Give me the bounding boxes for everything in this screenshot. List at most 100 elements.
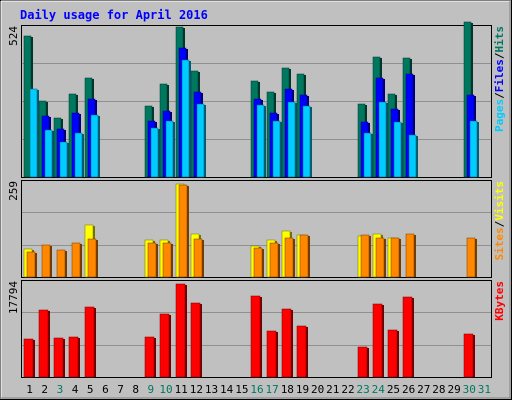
bar-sites-day-25 [390, 237, 400, 278]
bar-pages-day-4 [74, 132, 83, 178]
x-tick-label: 31 [478, 383, 491, 396]
x-tick-label: 10 [159, 383, 172, 396]
x-tick-label: 26 [402, 383, 415, 396]
bar-pages-day-1 [29, 88, 38, 178]
bar-sites-day-12 [193, 238, 203, 278]
bar-kbytes-day-3 [53, 337, 64, 378]
x-tick-label: 20 [311, 383, 324, 396]
bar-pages-day-24 [378, 101, 387, 178]
legend-entry: Hits [493, 26, 506, 53]
bar-kbytes-day-1 [23, 338, 34, 378]
bar-sites-day-1 [26, 251, 36, 278]
bar-sites-day-26 [405, 233, 415, 278]
x-tick-label: 16 [250, 383, 263, 396]
bar-sites-day-19 [299, 234, 309, 278]
bar-pages-day-19 [302, 105, 311, 178]
sites-visits-panel: 259 Sites/Visits [7, 180, 506, 278]
x-tick-label: 14 [220, 383, 234, 396]
x-tick-label: 22 [341, 383, 354, 396]
bar-kbytes-day-2 [38, 309, 49, 378]
bar-pages-day-3 [59, 141, 68, 178]
x-tick-label: 2 [41, 383, 48, 396]
legend-entry: / [493, 92, 506, 99]
x-tick-label: 11 [175, 383, 188, 396]
bar-pages-day-10 [165, 120, 174, 178]
pages-files-hits-max-label: 524 [7, 26, 20, 46]
bar-sites-day-16 [253, 247, 263, 278]
x-tick-label: 25 [387, 383, 400, 396]
bar-pages-day-17 [272, 120, 281, 178]
bar-sites-day-18 [284, 237, 294, 278]
legend-entry: KBytes [493, 281, 506, 321]
x-tick-label: 27 [417, 383, 430, 396]
bar-kbytes-day-12 [190, 302, 201, 378]
chart-title: Daily usage for April 2016 [20, 8, 208, 22]
bar-pages-day-9 [150, 127, 159, 178]
bar-pages-day-12 [196, 103, 205, 178]
x-tick-label: 13 [205, 383, 218, 396]
x-tick-label: 23 [357, 383, 370, 396]
x-tick-label: 9 [148, 383, 155, 396]
x-tick-label: 4 [72, 383, 79, 396]
sites-visits-max-label: 259 [7, 181, 20, 201]
bar-pages-day-11 [181, 59, 190, 178]
bar-pages-day-5 [90, 114, 99, 178]
x-tick-label: 5 [87, 383, 94, 396]
x-tick-label: 6 [102, 383, 109, 396]
x-tick-label: 29 [447, 383, 460, 396]
bar-kbytes-day-5 [84, 306, 95, 378]
bar-sites-day-30 [466, 237, 476, 278]
bar-sites-day-4 [71, 242, 81, 278]
bar-sites-day-9 [147, 242, 157, 278]
pages-files-hits-legend: Pages/Files/Hits [493, 26, 506, 132]
bar-pages-day-30 [469, 120, 478, 178]
bar-sites-day-5 [87, 238, 97, 278]
bar-kbytes-day-25 [387, 329, 398, 378]
kbytes-max-label: 17794 [7, 281, 20, 314]
x-tick-label: 21 [326, 383, 339, 396]
x-tick-label: 30 [463, 383, 476, 396]
bar-kbytes-day-24 [372, 303, 383, 378]
bar-kbytes-day-23 [357, 346, 368, 378]
x-tick-label: 7 [117, 383, 124, 396]
legend-entry: Files [493, 59, 506, 92]
bar-pages-day-2 [44, 129, 53, 178]
bar-sites-day-24 [375, 237, 385, 278]
x-tick-label: 8 [132, 383, 139, 396]
bar-kbytes-day-16 [250, 295, 261, 378]
legend-entry: / [493, 52, 506, 59]
kbytes-legend: KBytes [493, 281, 506, 321]
bar-kbytes-day-11 [175, 283, 186, 378]
kbytes-panel: 17794 KBytes [7, 280, 506, 378]
x-tick-label: 18 [281, 383, 294, 396]
bar-sites-day-2 [41, 244, 51, 278]
bar-pages-day-26 [408, 134, 417, 178]
legend-entry: / [493, 220, 506, 227]
legend-entry: Visits [493, 181, 506, 221]
bar-sites-day-17 [269, 242, 279, 278]
bar-kbytes-day-30 [463, 333, 474, 378]
x-tick-label: 17 [266, 383, 279, 396]
x-tick-label: 12 [190, 383, 203, 396]
bar-kbytes-day-10 [159, 313, 170, 378]
bar-pages-day-18 [287, 101, 296, 178]
legend-entry: Sites [493, 227, 506, 260]
bar-kbytes-day-17 [266, 330, 277, 378]
bar-kbytes-day-18 [281, 308, 292, 378]
bar-sites-day-11 [178, 184, 188, 278]
x-tick-label: 19 [296, 383, 309, 396]
bar-sites-day-10 [162, 242, 172, 278]
bar-sites-day-23 [360, 234, 370, 278]
x-tick-label: 3 [57, 383, 64, 396]
sites-visits-legend: Sites/Visits [493, 181, 506, 261]
x-tick-label: 1 [26, 383, 33, 396]
bar-pages-day-16 [256, 104, 265, 178]
bar-pages-day-25 [393, 121, 402, 178]
legend-entry: Pages [493, 99, 506, 132]
bar-kbytes-day-19 [296, 325, 307, 378]
bar-sites-day-3 [56, 249, 66, 278]
bar-kbytes-day-9 [144, 336, 155, 378]
